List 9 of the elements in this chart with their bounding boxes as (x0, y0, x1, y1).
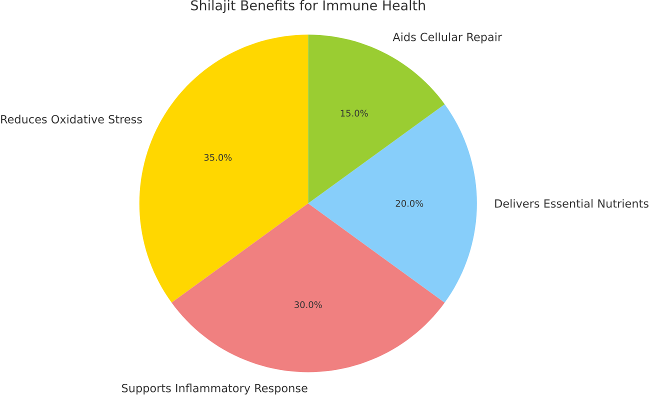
slice-label: Reduces Oxidative Stress (1, 115, 142, 124)
data-label: 30.0% (294, 302, 322, 308)
chart-title: Shilajit Benefits for Immune Health (191, 0, 425, 14)
slice-label: Supports Inflammatory Response (122, 384, 308, 395)
slice-label: Delivers Essential Nutrients (495, 199, 648, 208)
slice-label: Aids Cellular Repair (392, 32, 502, 44)
data-label: 15.0% (340, 110, 368, 117)
data-label: 20.0% (396, 200, 424, 208)
data-label: 35.0% (204, 154, 232, 162)
